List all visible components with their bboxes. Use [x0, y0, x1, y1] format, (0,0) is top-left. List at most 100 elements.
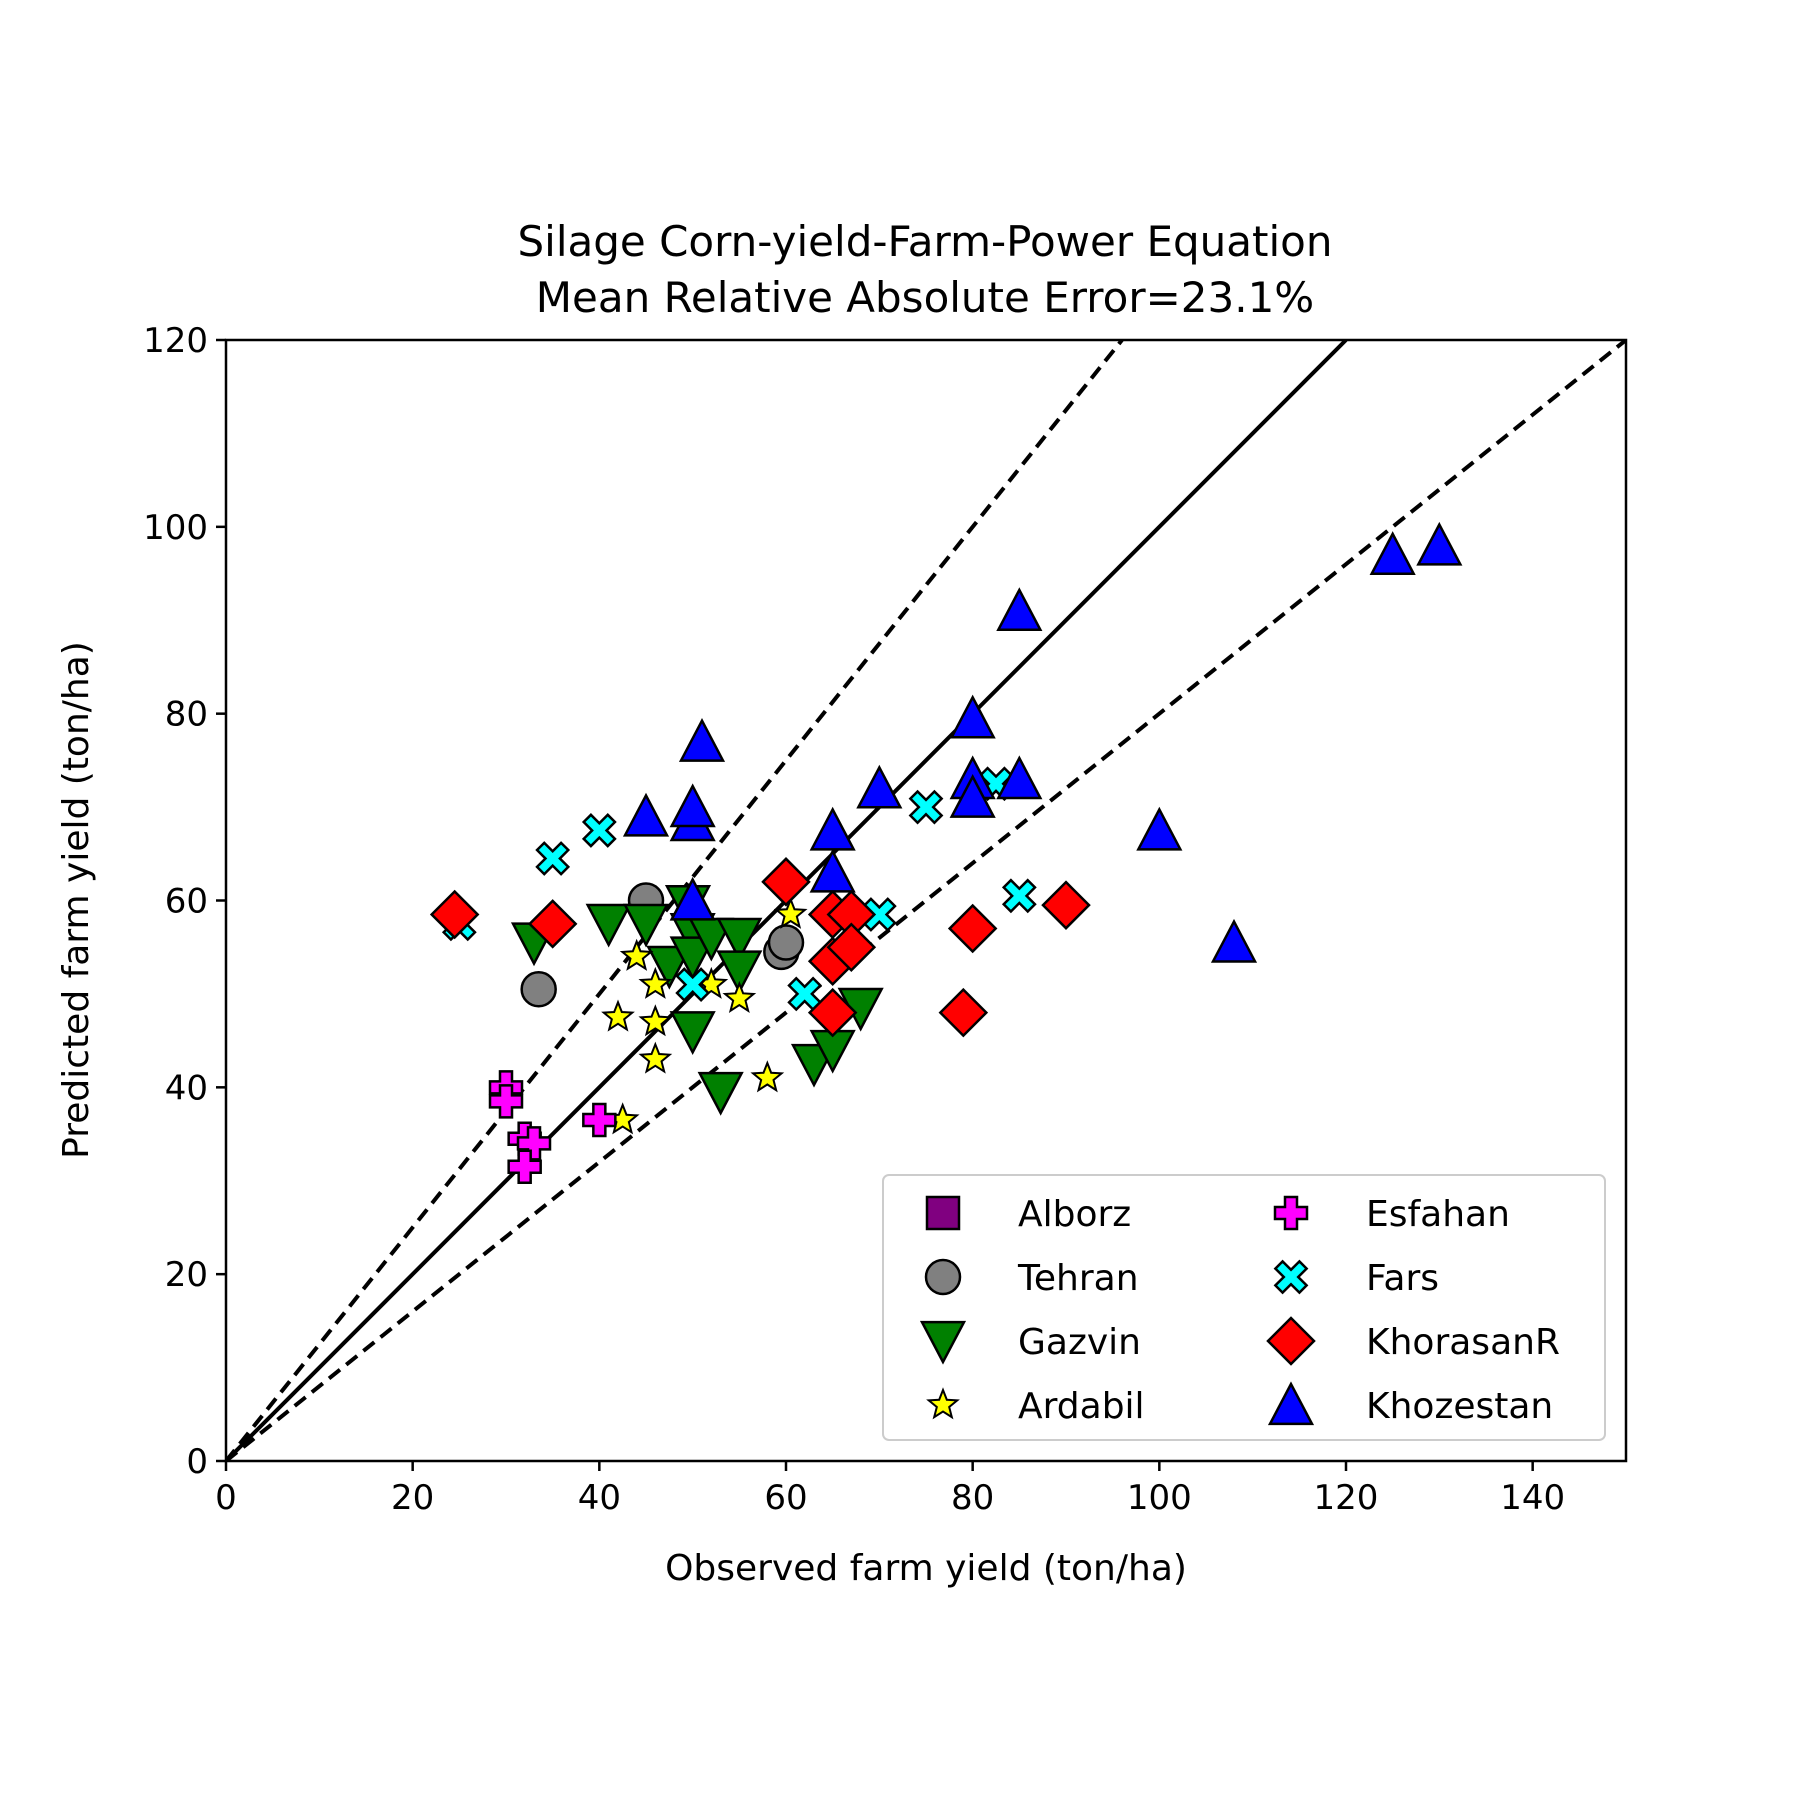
point-esfahan	[507, 1149, 542, 1184]
series-esfahan	[488, 1070, 617, 1184]
y-tick-label: 0	[186, 1442, 208, 1482]
point-gazvin	[697, 1071, 744, 1116]
data-points	[429, 521, 1463, 1184]
legend-label: Alborz	[1018, 1194, 1131, 1235]
point-khozestan	[996, 587, 1043, 632]
x-tick-label: 60	[764, 1478, 807, 1518]
point-fars	[675, 967, 711, 1002]
point-khozestan	[1369, 531, 1416, 576]
legend-label: KhorasanR	[1366, 1322, 1560, 1363]
legend-marker-esfahan	[1273, 1195, 1309, 1231]
x-tick-label: 120	[1314, 1478, 1379, 1518]
point-ardabil	[619, 938, 654, 971]
legend-label: Khozestan	[1366, 1386, 1553, 1427]
legend-entry-fars: Fars	[1273, 1258, 1439, 1299]
x-tick-label: 40	[578, 1478, 621, 1518]
point-tehran	[767, 924, 805, 961]
series-fars	[441, 766, 1037, 1012]
point-khozestan	[622, 792, 670, 837]
legend-marker-gazvin	[919, 1320, 967, 1365]
y-tick-label: 100	[143, 508, 208, 548]
y-tick-label: 60	[165, 882, 208, 922]
point-fars	[1001, 878, 1037, 914]
point-gazvin	[716, 917, 763, 962]
point-gazvin	[669, 936, 716, 981]
point-ardabil	[638, 1004, 673, 1037]
point-khorasanr	[429, 889, 480, 940]
y-axis-label: Predicted farm yield (ton/ha)	[56, 641, 97, 1159]
point-khozestan	[996, 755, 1043, 800]
point-khozestan	[1136, 806, 1183, 851]
point-khozestan	[1416, 521, 1463, 566]
point-khorasanr	[527, 899, 578, 949]
point-esfahan	[488, 1084, 524, 1119]
point-fars	[535, 841, 571, 876]
point-khozestan	[1210, 918, 1258, 963]
x-axis: 0 20 40 60 80 100 120 140	[215, 1461, 1565, 1518]
point-khozestan	[669, 876, 716, 921]
point-khorasanr	[938, 987, 989, 1038]
point-ardabil	[722, 980, 757, 1013]
series-khozestan	[622, 521, 1463, 963]
point-gazvin	[669, 1011, 716, 1055]
point-ardabil	[601, 999, 635, 1032]
point-khorasanr	[1041, 880, 1091, 930]
point-khozestan	[856, 764, 903, 809]
legend-marker-ardabil	[926, 1387, 960, 1420]
y-tick-label: 40	[165, 1068, 208, 1108]
legend-entry-khorasanr: KhorasanR	[1266, 1316, 1560, 1366]
legend-label: Esfahan	[1366, 1194, 1510, 1235]
point-ardabil	[638, 1041, 673, 1074]
point-khozestan	[678, 718, 726, 762]
chart-subtitle: Mean Relative Absolute Error=23.1%	[536, 273, 1314, 322]
series-khorasanr	[429, 857, 1091, 1038]
legend-entry-gazvin: Gazvin	[919, 1320, 1141, 1365]
point-fars	[581, 813, 617, 848]
legend-label: Gazvin	[1018, 1322, 1141, 1363]
point-khozestan	[669, 783, 716, 828]
point-esfahan	[516, 1126, 552, 1161]
point-gazvin	[585, 903, 632, 948]
legend-entry-tehran: Tehran	[924, 1258, 1139, 1299]
point-tehran	[520, 970, 557, 1008]
point-khorasanr	[807, 987, 858, 1038]
series-tehran	[520, 882, 805, 1008]
point-fars	[908, 789, 944, 825]
point-khozestan	[949, 694, 996, 739]
point-gazvin	[646, 945, 693, 990]
point-khorasanr	[761, 857, 811, 907]
point-ardabil	[773, 896, 808, 929]
legend: Alborz Tehran Gazvin Ardabil Esfahan Fars Khor…	[882, 1174, 1606, 1441]
legend-label: Tehran	[1017, 1258, 1139, 1299]
y-tick-label: 120	[143, 321, 208, 361]
error-band-line-2	[225, 340, 1625, 1461]
legend-entry-khozestan: Khozestan	[1267, 1381, 1553, 1427]
legend-label: Ardabil	[1018, 1386, 1145, 1427]
point-ardabil	[750, 1060, 785, 1093]
legend-marker-tehran	[924, 1258, 962, 1296]
point-khorasanr	[947, 903, 998, 954]
x-axis-label: Observed farm yield (ton/ha)	[665, 1548, 1187, 1589]
point-fars	[787, 976, 823, 1012]
point-gazvin	[622, 903, 670, 948]
point-fars	[861, 897, 897, 932]
series-ardabil	[601, 896, 808, 1135]
legend-marker-khozestan	[1267, 1381, 1315, 1426]
x-tick-label: 20	[391, 1478, 434, 1518]
point-gazvin	[716, 950, 763, 995]
x-tick-label: 80	[951, 1478, 994, 1518]
legend-entry-esfahan: Esfahan	[1273, 1194, 1510, 1235]
point-khorasanr	[826, 922, 877, 972]
y-tick-label: 80	[165, 695, 208, 735]
x-tick-label: 100	[1127, 1478, 1192, 1518]
point-khozestan	[809, 848, 856, 893]
y-tick-label: 20	[165, 1255, 208, 1295]
legend-marker-fars	[1273, 1259, 1309, 1295]
point-esfahan	[582, 1102, 617, 1138]
legend-marker-khorasanr	[1266, 1316, 1316, 1366]
point-khozestan	[949, 774, 996, 818]
legend-entry-ardabil: Ardabil	[926, 1386, 1145, 1427]
legend-label: Fars	[1366, 1258, 1439, 1299]
